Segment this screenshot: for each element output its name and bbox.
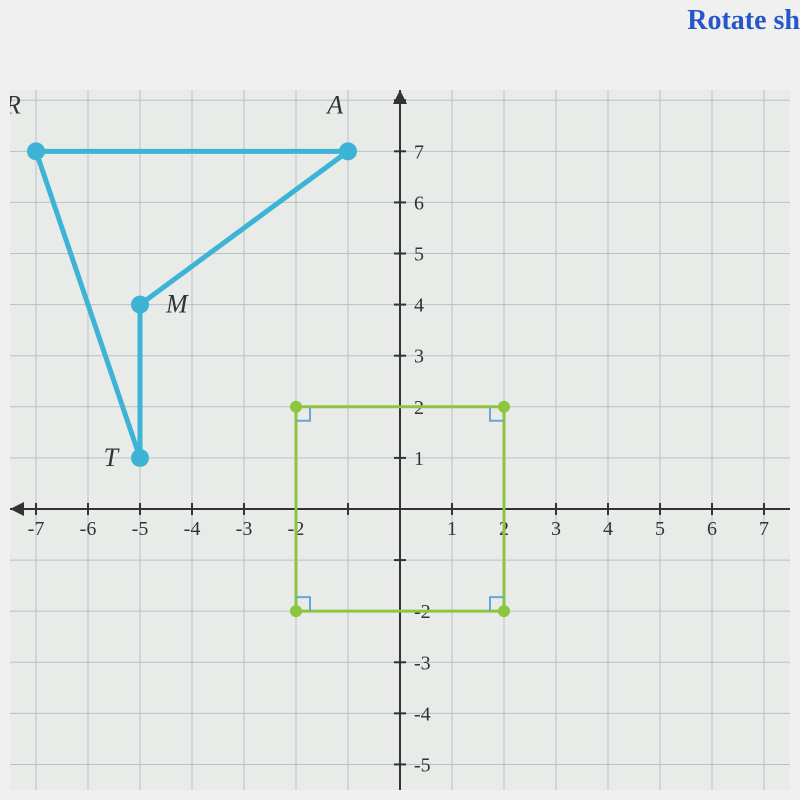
svg-text:1: 1	[414, 448, 424, 470]
svg-text:-3: -3	[236, 518, 253, 540]
svg-text:-5: -5	[414, 754, 431, 776]
svg-text:7: 7	[414, 141, 424, 163]
svg-text:4: 4	[414, 295, 424, 317]
svg-text:5: 5	[414, 244, 424, 266]
svg-text:3: 3	[551, 518, 561, 540]
svg-text:-4: -4	[414, 703, 431, 725]
svg-text:6: 6	[707, 518, 717, 540]
svg-text:3: 3	[414, 346, 424, 368]
svg-text:1: 1	[447, 518, 457, 540]
svg-text:-4: -4	[184, 518, 201, 540]
svg-text:-7: -7	[28, 518, 45, 540]
svg-text:A: A	[325, 90, 343, 119]
graph-svg: -7-6-5-4-3-212345671234567-2-3-4-5RAMT	[10, 90, 790, 790]
svg-text:5: 5	[655, 518, 665, 540]
svg-text:4: 4	[603, 518, 613, 540]
coordinate-graph: -7-6-5-4-3-212345671234567-2-3-4-5RAMT	[10, 90, 790, 790]
svg-text:7: 7	[759, 518, 769, 540]
svg-text:-5: -5	[132, 518, 149, 540]
svg-text:M: M	[165, 290, 189, 319]
svg-text:-3: -3	[414, 652, 431, 674]
page-title: Rotate sh	[687, 0, 800, 42]
svg-text:R: R	[10, 90, 21, 119]
svg-text:T: T	[104, 443, 120, 472]
svg-text:-6: -6	[80, 518, 97, 540]
title-text: Rotate sh	[687, 5, 800, 36]
svg-text:6: 6	[414, 192, 424, 214]
